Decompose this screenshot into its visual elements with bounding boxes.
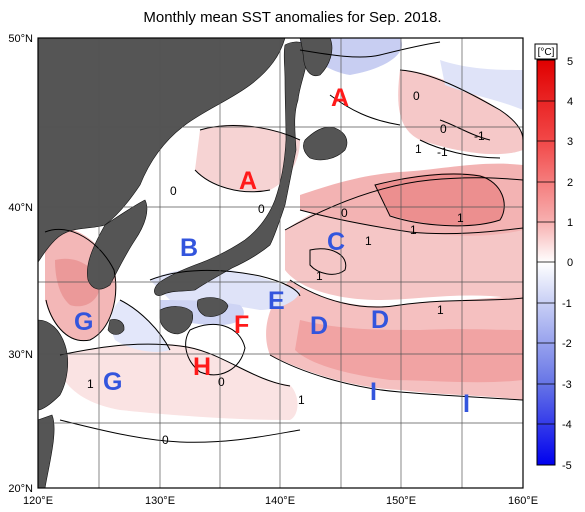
contour-label: 1 xyxy=(410,223,417,237)
contour-label: 1 xyxy=(298,393,305,407)
region-label-i-east: I xyxy=(463,390,470,418)
lon-label-150: 150°E xyxy=(386,495,416,507)
graticule xyxy=(38,38,523,488)
contour-label: 1 xyxy=(457,211,464,225)
colorbar: [°C] 5 4 3 2 1 0 -1 -2 -3 -4 -5 xyxy=(534,43,573,472)
region-label-d-west: D xyxy=(310,312,328,340)
contour-label: 1 xyxy=(365,234,372,248)
colorbar-label: -3 xyxy=(562,379,572,391)
map-frame xyxy=(37,37,524,489)
contour-label: 1 xyxy=(87,377,94,391)
lat-label-50: 50°N xyxy=(8,33,33,45)
colorbar-label: 5 xyxy=(567,56,573,68)
colorbar-labels: 5 4 3 2 1 0 -1 -2 -3 -4 -5 xyxy=(562,56,573,472)
colorbar-unit: [°C] xyxy=(538,47,555,58)
colorbar-label: 2 xyxy=(567,177,573,189)
contour-label: -1 xyxy=(437,145,448,159)
contour-label: 0 xyxy=(218,375,225,389)
contour-label: 0 xyxy=(440,122,447,136)
lat-label-20: 20°N xyxy=(8,483,33,495)
contour-label: 0 xyxy=(413,89,420,103)
colorbar-label: -1 xyxy=(562,298,572,310)
contour-label: 0 xyxy=(341,206,348,220)
region-labels: A A B C D D E F G G H I I xyxy=(74,84,470,418)
latitude-labels: 50°N 40°N 30°N 20°N xyxy=(8,33,33,495)
contour-label: 0 xyxy=(170,184,177,198)
lat-label-40: 40°N xyxy=(8,202,33,214)
colorbar-label: 3 xyxy=(567,136,573,148)
longitude-labels: 120°E 130°E 140°E 150°E 160°E xyxy=(23,495,538,507)
land xyxy=(38,38,348,488)
colorbar-label: -4 xyxy=(562,419,572,431)
region-label-h: H xyxy=(193,353,211,381)
colorbar-label: -5 xyxy=(562,460,572,472)
region-label-f: F xyxy=(234,311,249,339)
region-label-c: C xyxy=(327,228,345,256)
region-label-g-north: G xyxy=(74,308,93,336)
contour-label: 0 xyxy=(162,433,169,447)
region-label-d-east: D xyxy=(371,306,389,334)
region-label-a-north: A xyxy=(331,84,349,112)
lon-label-140: 140°E xyxy=(265,495,295,507)
map-body xyxy=(38,38,523,488)
colorbar-ticks xyxy=(537,100,555,425)
colorbar-label: -2 xyxy=(562,338,572,350)
colorbar-label: 4 xyxy=(567,96,573,108)
contour-label: -1 xyxy=(474,129,485,143)
colorbar-label: 1 xyxy=(567,217,573,229)
contour-value-labels: 0 0 -1 1 -1 0 0 1 1 1 1 1 1 0 0 1 0 xyxy=(87,89,485,447)
contour-lines xyxy=(44,41,523,443)
contour-label: 1 xyxy=(437,303,444,317)
region-label-i-west: I xyxy=(370,378,377,406)
region-label-g-south: G xyxy=(103,368,122,396)
map-title: Monthly mean SST anomalies for Sep. 2018… xyxy=(143,9,442,26)
region-label-e: E xyxy=(268,287,285,315)
colorbar-label: 0 xyxy=(567,257,573,269)
lon-label-120: 120°E xyxy=(23,495,53,507)
lat-label-30: 30°N xyxy=(8,349,33,361)
colorbar-unit-box xyxy=(534,43,558,60)
region-label-b: B xyxy=(180,234,198,262)
contour-label: 0 xyxy=(258,202,265,216)
lon-label-130: 130°E xyxy=(145,495,175,507)
region-label-a-sea-of-japan: A xyxy=(239,167,257,195)
lon-label-160: 160°E xyxy=(508,495,538,507)
contour-label: 1 xyxy=(316,269,323,283)
colorbar-gradient xyxy=(536,59,556,466)
contour-label: 1 xyxy=(415,142,422,156)
